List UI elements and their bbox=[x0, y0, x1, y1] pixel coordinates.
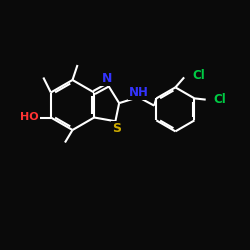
Text: NH: NH bbox=[129, 86, 149, 99]
Text: Cl: Cl bbox=[214, 93, 226, 106]
Text: S: S bbox=[112, 122, 121, 135]
Text: HO: HO bbox=[20, 112, 39, 122]
Text: Cl: Cl bbox=[192, 69, 205, 82]
Text: N: N bbox=[102, 72, 112, 85]
